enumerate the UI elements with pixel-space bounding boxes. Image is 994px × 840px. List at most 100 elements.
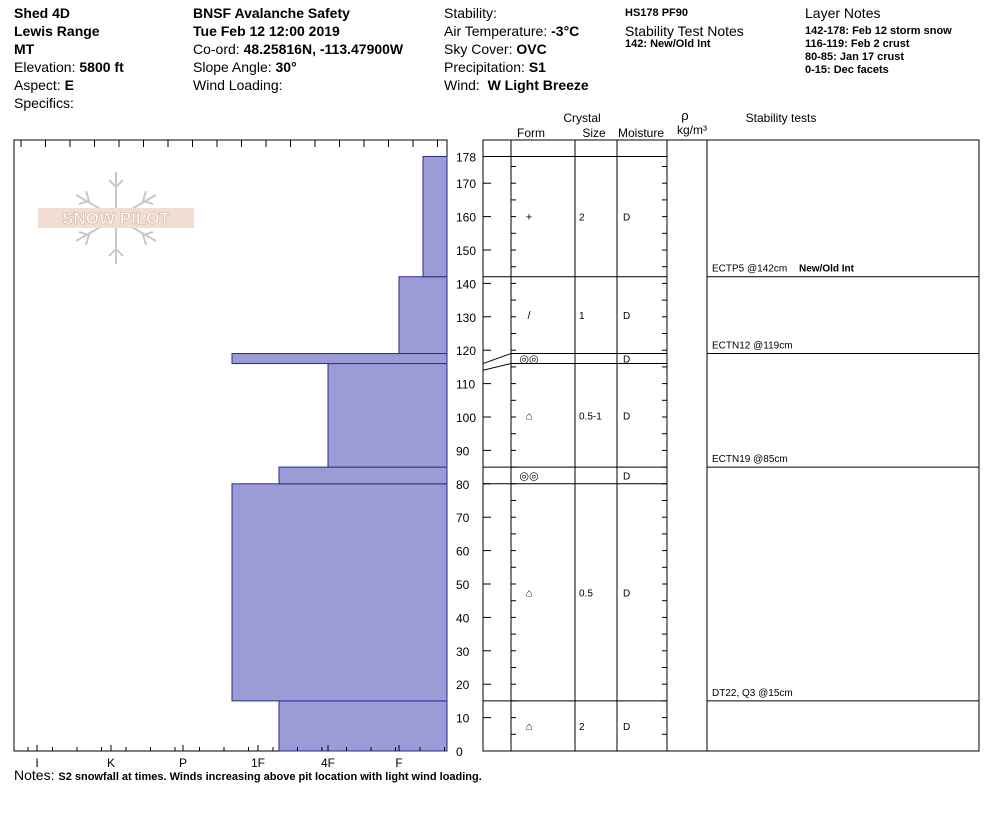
coord-value: 48.25816N, -113.47900W (243, 41, 404, 57)
hardness-bar (327, 363, 448, 468)
crystal-form-symbol: + (526, 212, 532, 224)
height-tick-label: 130 (456, 311, 476, 325)
height-tick-label: 30 (456, 645, 470, 659)
height-tick-label: 90 (456, 444, 470, 458)
height-tick-label: 170 (456, 177, 476, 191)
moisture-value: D (623, 411, 630, 422)
layer-connector (482, 363, 512, 371)
elevation-label: Elevation: (14, 59, 76, 75)
crystal-header: Crystal (563, 111, 600, 125)
height-tick-label: 50 (456, 578, 470, 592)
location-name: Shed 4D (14, 5, 71, 21)
precip-label: Precipitation: (444, 59, 525, 75)
precip-row: Precipitation: S1 (444, 58, 546, 76)
hs-pf: HS178 PF90 (625, 7, 688, 19)
wind-row: Wind: W Light Breeze (444, 76, 589, 94)
crystal-form-symbol: ⌂ (526, 721, 533, 733)
stability-test-note: New/Old Int (799, 264, 855, 275)
hardness-tick-label: P (179, 756, 187, 770)
height-tick-label: 10 (456, 712, 470, 726)
crystal-form-symbol: ◎◎ (519, 354, 538, 366)
density-symbol: ρ (681, 108, 688, 123)
slope-label: Slope Angle: (193, 59, 272, 75)
crystal-size: 2 (579, 213, 585, 224)
crystal-size: 0.5-1 (579, 411, 602, 422)
stability-notes-title: Stability Test Notes (625, 23, 744, 39)
layer-note: 80-85: Jan 17 crust (805, 51, 905, 63)
stability-tests-header: Stability tests (746, 111, 817, 125)
height-tick-label: 110 (456, 378, 475, 392)
height-tick-label: 0 (456, 745, 463, 759)
air-temp-label: Air Temperature: (444, 23, 548, 39)
height-tick-label: 160 (456, 211, 476, 225)
hardness-tick-label: K (107, 756, 115, 770)
hardness-tick-label: F (395, 756, 402, 770)
notes-text: S2 snowfall at times. Winds increasing a… (58, 771, 482, 783)
coord-label: Co-ord: (193, 41, 240, 57)
snowflake-icon: SNOW PILOT (38, 172, 194, 264)
layer-note: 0-15: Dec facets (805, 64, 889, 76)
notes-row: Notes: S2 snowfall at times. Winds incre… (14, 766, 482, 784)
moisture-value: D (623, 471, 630, 482)
snow-pilot-logo: SNOW PILOT (38, 170, 198, 270)
height-tick-label: 60 (456, 545, 470, 559)
wind-loading-label: Wind Loading: (193, 77, 283, 93)
wind-label: Wind: (444, 77, 480, 93)
moisture-value: D (623, 311, 630, 322)
layer-note: 142-178: Feb 12 storm snow (805, 25, 952, 37)
moisture-value: D (623, 213, 630, 224)
height-tick-label: 20 (456, 678, 470, 692)
range-name: Lewis Range (14, 23, 100, 39)
sky-value: OVC (516, 41, 547, 57)
sky-row: Sky Cover: OVC (444, 40, 547, 58)
height-tick-label: 120 (456, 344, 476, 358)
air-temp-row: Air Temperature: -3°C (444, 22, 579, 40)
hardness-bar (422, 155, 448, 278)
sky-label: Sky Cover: (444, 41, 513, 57)
hardness-bar (231, 483, 448, 702)
crystal-form-symbol: ⌂ (526, 587, 533, 599)
moisture-value: D (623, 355, 630, 366)
height-tick-label: 40 (456, 611, 470, 625)
elevation-row: Elevation: 5800 ft (14, 58, 124, 76)
crystal-form-symbol: ⌂ (526, 410, 533, 422)
form-header: Form (517, 126, 545, 140)
slope-row: Slope Angle: 30° (193, 58, 297, 76)
air-temp-value: -3°C (551, 23, 580, 39)
hardness-tick-label: 1F (251, 756, 265, 770)
notes-label: Notes: (14, 767, 55, 783)
stability-test-label: ECTP5 @142cm (712, 264, 787, 275)
height-tick-label: 178 (456, 150, 476, 164)
crystal-form-symbol: ◎◎ (519, 470, 538, 482)
logo-text: SNOW PILOT (62, 209, 170, 228)
observation-datetime: Tue Feb 12 12:00 2019 (193, 23, 340, 39)
hardness-bar (278, 466, 448, 485)
state-name: MT (14, 41, 35, 57)
profile-table-frame (482, 139, 980, 752)
height-tick-label: 150 (456, 244, 476, 258)
slope-value: 30° (275, 59, 297, 75)
crystal-size: 2 (579, 722, 585, 733)
stability-test-label: ECTN12 @119cm (712, 341, 793, 352)
layer-note: 116-119: Feb 2 crust (805, 38, 910, 50)
hardness-bar (398, 276, 448, 355)
hardness-bar (231, 353, 448, 365)
height-tick-label: 100 (456, 411, 476, 425)
layer-notes-title: Layer Notes (805, 5, 881, 21)
wind-value: W Light Breeze (487, 77, 589, 93)
precip-value: S1 (528, 59, 546, 75)
aspect-label: Aspect: (14, 77, 61, 93)
moisture-value: D (623, 722, 630, 733)
layer-connector (482, 353, 512, 365)
stability-label: Stability: (444, 5, 497, 21)
coord-row: Co-ord: 48.25816N, -113.47900W (193, 40, 403, 58)
hardness-bar (278, 700, 448, 752)
crystal-size: 0.5 (579, 588, 593, 599)
density-unit: kg/m³ (677, 123, 707, 137)
size-header: Size (582, 126, 606, 140)
height-tick-label: 80 (456, 478, 470, 492)
aspect-value: E (64, 77, 74, 93)
hardness-tick-label: 4F (321, 756, 335, 770)
moisture-header: Moisture (618, 126, 664, 140)
height-tick-label: 70 (456, 511, 470, 525)
